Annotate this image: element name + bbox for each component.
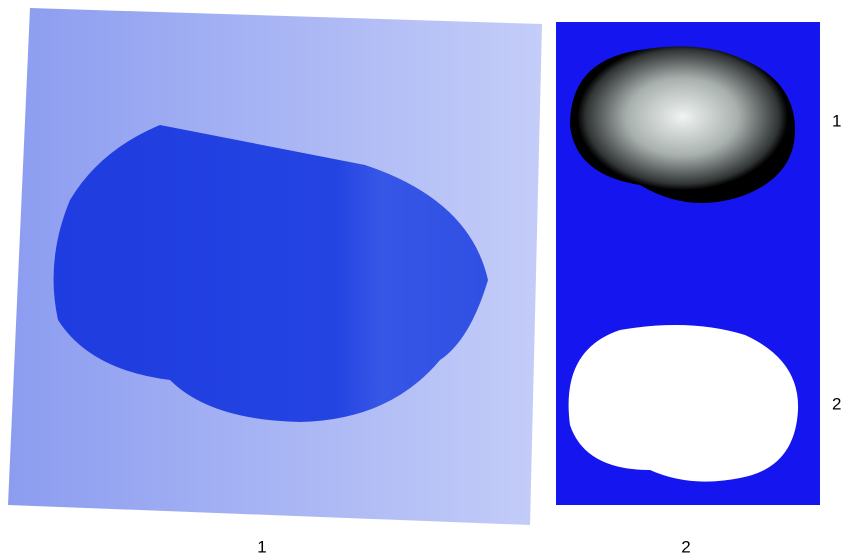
mask — [569, 325, 798, 482]
figure: 1 2 1 2 — [0, 0, 841, 560]
panel-1 — [8, 8, 542, 525]
panel-label: 1 — [257, 537, 266, 556]
row-label: 2 — [832, 394, 841, 413]
panel-2 — [556, 22, 820, 505]
row-label: 1 — [832, 111, 841, 130]
panel-label: 2 — [681, 537, 690, 556]
